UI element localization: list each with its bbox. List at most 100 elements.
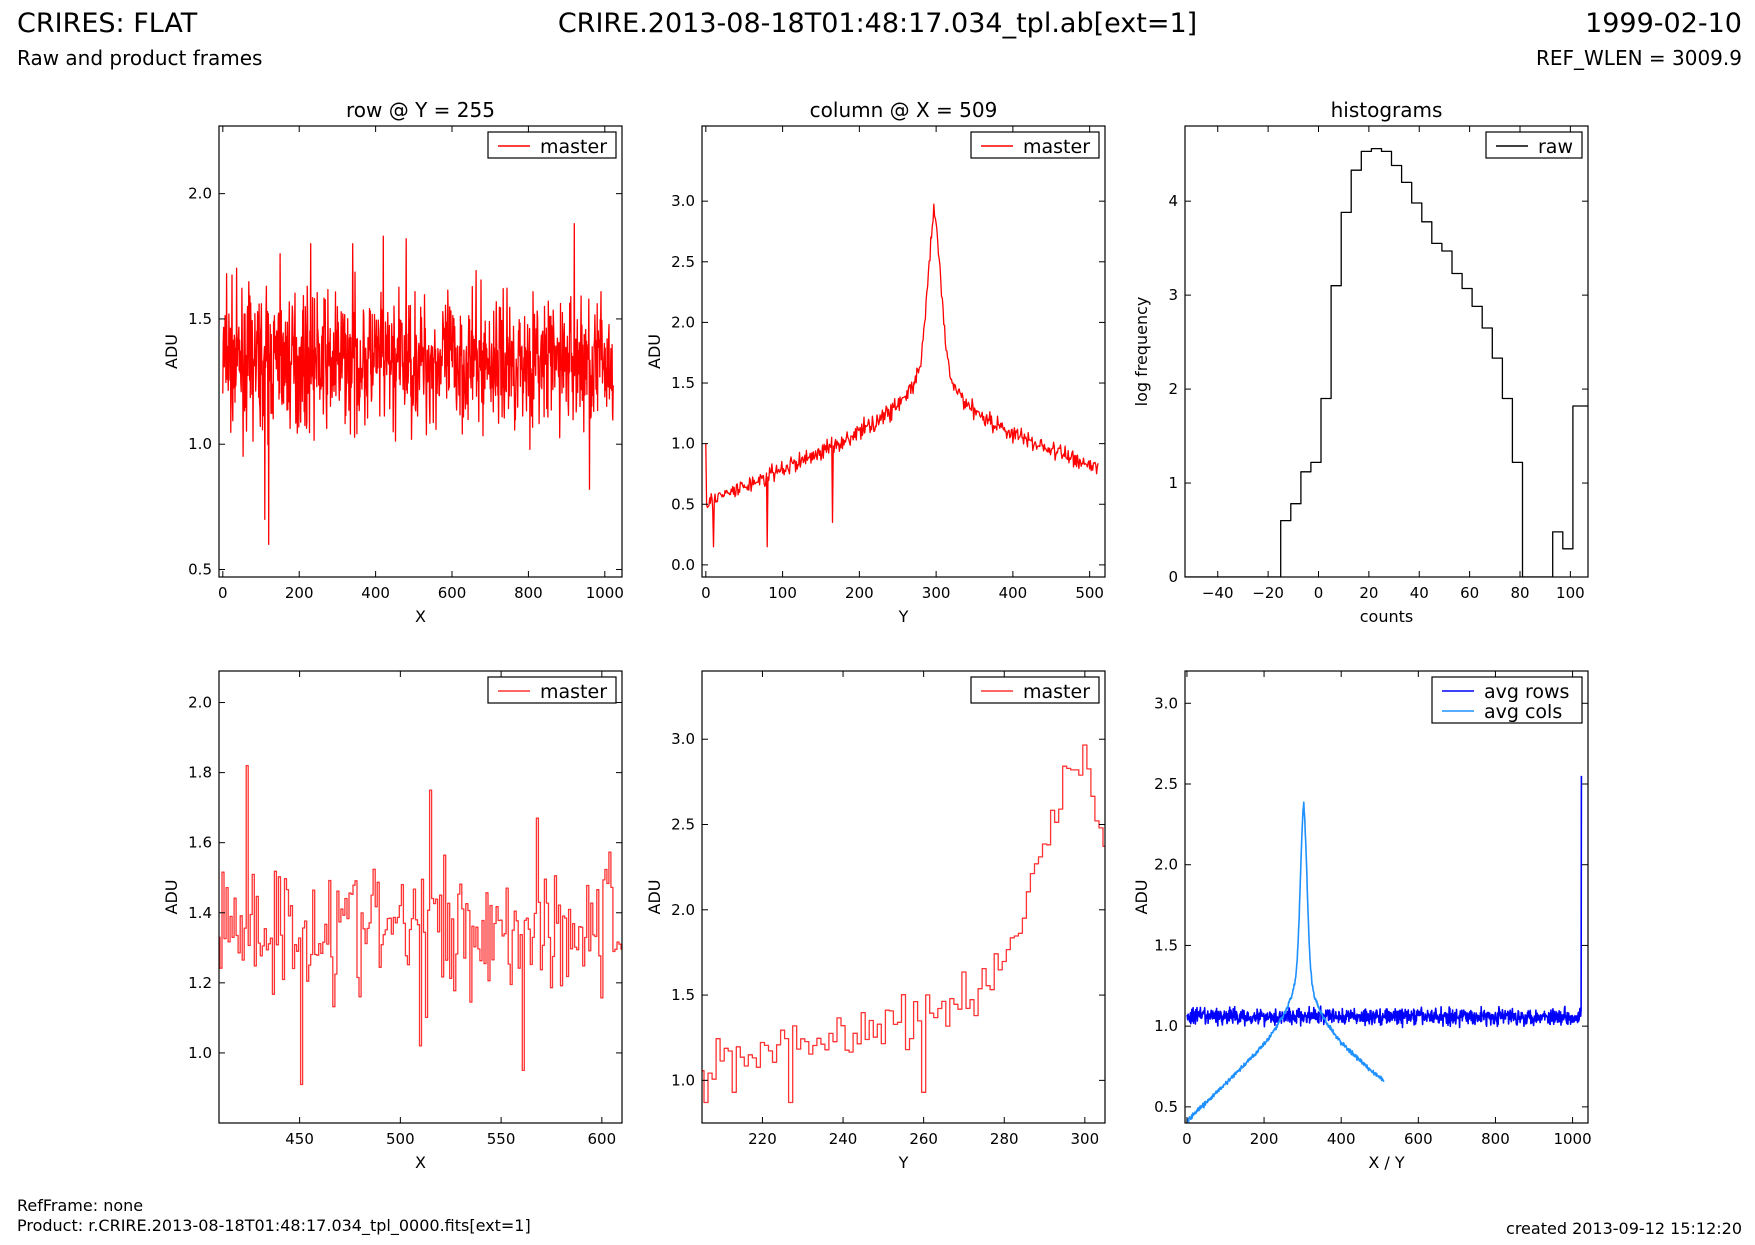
x-tick-label: 200 bbox=[1250, 1130, 1279, 1148]
y-tick-label: 2.0 bbox=[671, 313, 695, 331]
x-tick-label: 400 bbox=[1327, 1130, 1356, 1148]
y-tick-label: 0.0 bbox=[671, 556, 695, 574]
date-label: 1999-02-10 bbox=[1585, 8, 1742, 39]
plot-panel-6: 0 200 400 600 800 1000 0.5 1.0 1.5 2.0 2.5 3.0 X / Y… bbox=[1132, 670, 1592, 1172]
plot-data bbox=[705, 203, 1099, 548]
legend: master bbox=[487, 131, 617, 159]
plot-data bbox=[222, 223, 615, 546]
axes-frame bbox=[218, 670, 623, 1124]
y-axis-label: ADU bbox=[645, 880, 664, 915]
y-tick-label: 2.0 bbox=[671, 901, 695, 919]
y-axis-label: ADU bbox=[162, 880, 181, 915]
legend-label: master bbox=[1023, 681, 1090, 703]
product-label: Product: r.CRIRE.2013-08-18T01:48:17.034… bbox=[17, 1216, 531, 1235]
legend-label: avg cols bbox=[1484, 701, 1562, 723]
axes-frame bbox=[701, 125, 1106, 578]
plot-panel-4: 450 500 550 600 1.0 1.2 1.4 1.6 1.8 2.0 X ADU master bbox=[162, 670, 623, 1172]
y-tick-label: 0.5 bbox=[671, 495, 695, 513]
y-tick-label: 1.5 bbox=[671, 374, 695, 392]
x-tick-label: 200 bbox=[845, 584, 874, 602]
y-tick-label: 2.0 bbox=[1154, 856, 1178, 874]
x-tick-label: 100 bbox=[1556, 584, 1585, 602]
x-axis-label: X bbox=[415, 607, 426, 626]
x-tick-label: 600 bbox=[438, 584, 467, 602]
legend-box bbox=[1485, 131, 1583, 159]
y-tick-label: 3.0 bbox=[671, 192, 695, 210]
x-tick-label: −40 bbox=[1202, 584, 1234, 602]
y-tick-label: 1.2 bbox=[188, 974, 212, 992]
ref-wlen-label: REF_WLEN = 3009.9 bbox=[1535, 46, 1742, 70]
y-tick-label: 1.8 bbox=[188, 764, 212, 782]
y-tick-label: 1 bbox=[1168, 474, 1178, 492]
legend: raw bbox=[1485, 131, 1583, 159]
y-tick-label: 1.0 bbox=[1154, 1017, 1178, 1035]
x-tick-label: 1000 bbox=[586, 584, 624, 602]
page-subtitle: Raw and product frames bbox=[17, 46, 263, 70]
plot-panel-3: −40 −20 0 20 40 60 80 100 0 1 2 3 4 histograms counts l… bbox=[1132, 98, 1589, 626]
y-tick-label: 1.6 bbox=[188, 834, 212, 852]
y-tick-label: 0.5 bbox=[188, 560, 212, 578]
legend-label: master bbox=[540, 136, 607, 158]
chart-title: column @ X = 509 bbox=[810, 98, 998, 122]
legend-box bbox=[970, 676, 1100, 704]
x-axis-label: X bbox=[415, 1153, 426, 1172]
x-tick-label: 600 bbox=[1404, 1130, 1433, 1148]
y-tick-label: 1.4 bbox=[188, 904, 212, 922]
chart-title: histograms bbox=[1331, 98, 1443, 122]
x-tick-label: 550 bbox=[487, 1130, 516, 1148]
series-line-raw bbox=[1185, 147, 1588, 577]
x-tick-label: 80 bbox=[1510, 584, 1529, 602]
x-tick-label: 0 bbox=[1314, 584, 1324, 602]
y-tick-label: 2 bbox=[1168, 380, 1178, 398]
x-tick-label: 220 bbox=[748, 1130, 777, 1148]
y-tick-label: 1.0 bbox=[671, 1071, 695, 1089]
y-tick-label: 1.0 bbox=[188, 435, 212, 453]
axes-frame bbox=[701, 670, 1106, 1124]
y-tick-label: 3.0 bbox=[671, 730, 695, 748]
axes-frame bbox=[1184, 670, 1589, 1124]
x-tick-label: 0 bbox=[218, 584, 228, 602]
legend-box bbox=[487, 676, 617, 704]
plot-panel-2: 0 100 200 300 400 500 0.0 0.5 1.0 1.5 2.0 2.5 3.0 col… bbox=[645, 98, 1106, 626]
y-tick-label: 2.5 bbox=[1154, 775, 1178, 793]
chart-title: row @ Y = 255 bbox=[346, 98, 495, 122]
y-axis-label: log frequency bbox=[1132, 297, 1151, 407]
plot-data bbox=[702, 744, 1105, 1104]
x-tick-label: 100 bbox=[768, 584, 797, 602]
y-tick-label: 1.5 bbox=[671, 986, 695, 1004]
x-tick-label: 1000 bbox=[1553, 1130, 1591, 1148]
x-tick-label: 600 bbox=[588, 1130, 617, 1148]
y-axis-label: ADU bbox=[162, 334, 181, 369]
y-tick-label: 2.0 bbox=[188, 694, 212, 712]
x-tick-label: 0 bbox=[701, 584, 711, 602]
x-tick-label: 260 bbox=[909, 1130, 938, 1148]
y-tick-label: 1.5 bbox=[188, 310, 212, 328]
x-tick-label: 280 bbox=[990, 1130, 1019, 1148]
x-tick-label: 40 bbox=[1410, 584, 1429, 602]
series-line-master bbox=[705, 203, 1099, 548]
x-tick-label: 0 bbox=[1182, 1130, 1192, 1148]
x-axis-label: counts bbox=[1360, 607, 1413, 626]
x-axis-label: Y bbox=[898, 1153, 909, 1172]
x-tick-label: 800 bbox=[1481, 1130, 1510, 1148]
x-tick-label: 300 bbox=[1071, 1130, 1100, 1148]
file-title: CRIRE.2013-08-18T01:48:17.034_tpl.ab[ext… bbox=[557, 8, 1198, 39]
y-tick-label: 3 bbox=[1168, 286, 1178, 304]
series-line-avg-cols bbox=[1186, 801, 1385, 1123]
x-tick-label: 20 bbox=[1359, 584, 1378, 602]
plot-data bbox=[219, 764, 622, 1086]
legend-box bbox=[487, 131, 617, 159]
x-tick-label: 500 bbox=[386, 1130, 415, 1148]
y-tick-label: 3.0 bbox=[1154, 694, 1178, 712]
y-tick-label: 2.5 bbox=[671, 253, 695, 271]
legend: master bbox=[970, 676, 1100, 704]
legend-label: avg rows bbox=[1484, 681, 1569, 703]
y-axis-label: ADU bbox=[1132, 880, 1151, 915]
legend-label: master bbox=[540, 681, 607, 703]
y-tick-label: 2.0 bbox=[188, 185, 212, 203]
y-axis-label: ADU bbox=[645, 334, 664, 369]
y-tick-label: 1.5 bbox=[1154, 936, 1178, 954]
refframe-label: RefFrame: none bbox=[17, 1196, 144, 1215]
plot-panel-5: 220 240 260 280 300 1.0 1.5 2.0 2.5 3.0 Y ADU master bbox=[645, 670, 1106, 1172]
